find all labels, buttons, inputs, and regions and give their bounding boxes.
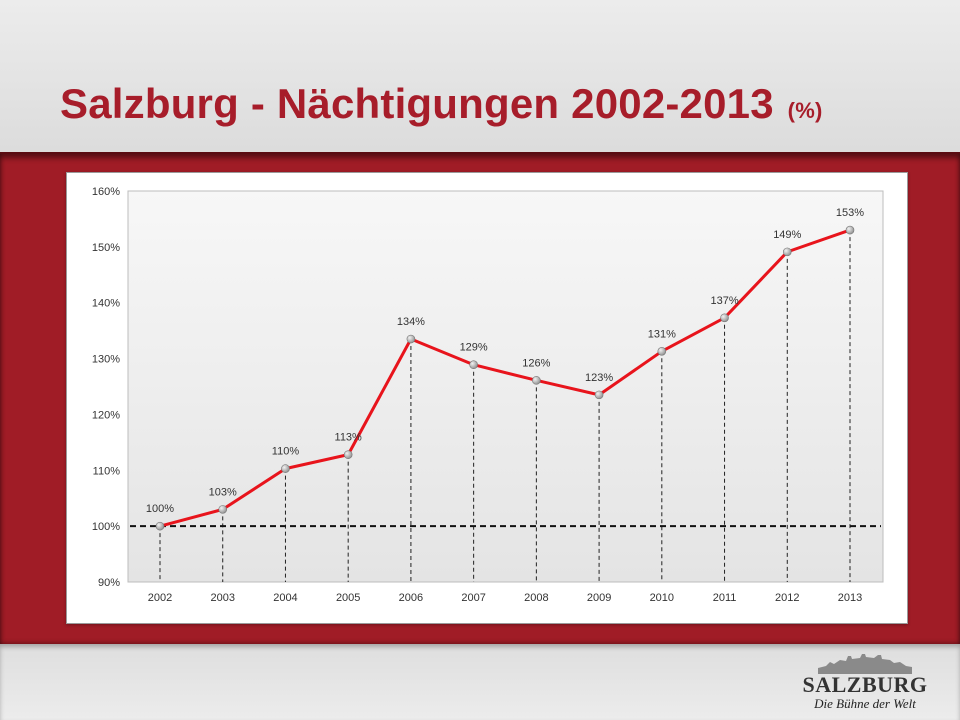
x-tick-label: 2013 (838, 592, 862, 604)
data-label: 123% (585, 372, 613, 384)
y-tick-label: 160% (92, 186, 120, 198)
x-tick-label: 2007 (461, 592, 485, 604)
data-point (594, 390, 604, 400)
data-point (532, 376, 541, 385)
page-title: Salzburg - Nächtigungen 2002-2013 (%) (60, 80, 823, 128)
salzburg-logo: SALZBURG Die Bühne der Welt (800, 650, 930, 718)
y-tick-label: 100% (92, 521, 120, 533)
data-point (782, 247, 792, 257)
data-point (343, 450, 353, 459)
x-tick-label: 2005 (336, 592, 360, 604)
x-tick-label: 2009 (587, 592, 611, 604)
data-label: 126% (522, 357, 550, 369)
data-point (155, 521, 165, 531)
y-tick-label: 130% (92, 354, 120, 366)
plot-area (127, 190, 884, 583)
logo-tagline: Die Bühne der Welt (814, 696, 916, 711)
data-point (218, 505, 228, 514)
data-label: 137% (710, 295, 738, 307)
x-axis: 2002 2003 2004 2005 2006 2007 2008 2009 2010 2011… (148, 592, 862, 604)
x-tick-label: 2006 (399, 592, 423, 604)
title-text: Salzburg - Nächtigungen 2002-2013 (60, 80, 774, 127)
data-label: 103% (209, 486, 237, 498)
logo-wordmark: SALZBURG (802, 672, 928, 697)
data-label: 100% (146, 503, 174, 515)
series-line (159, 228, 851, 528)
y-axis: 90% 100% 110% 120% 130% 140% 150% 160% (92, 186, 120, 589)
chart-panel: 90% 100% 110% 120% 130% 140% 150% 160% 2002 2003… (66, 172, 908, 624)
data-point (406, 334, 416, 344)
data-label: 131% (648, 328, 676, 340)
data-point (469, 360, 478, 370)
data-label: 129% (460, 342, 488, 354)
fortress-skyline-icon (818, 654, 912, 674)
x-tick-label: 2003 (210, 592, 234, 604)
x-tick-label: 2011 (713, 592, 737, 604)
data-label: 149% (773, 229, 801, 241)
line-chart: 90% 100% 110% 120% 130% 140% 150% 160% 2002 2003… (92, 186, 884, 604)
y-tick-label: 110% (93, 465, 121, 477)
x-tick-label: 2002 (148, 592, 172, 604)
y-tick-label: 90% (98, 577, 120, 589)
x-tick-label: 2010 (650, 592, 674, 604)
series-polyline (159, 228, 851, 528)
data-label: 110% (272, 446, 300, 458)
data-label: 134% (397, 316, 425, 328)
data-label: 113% (335, 432, 363, 444)
x-tick-label: 2008 (524, 592, 548, 604)
data-labels: 100% 103% 110% 113% 134% 129% 126% 123% 131% 137%… (146, 207, 864, 515)
data-point (845, 225, 855, 235)
title-unit: (%) (787, 98, 823, 123)
x-tick-label: 2012 (775, 592, 799, 604)
y-tick-label: 150% (92, 242, 120, 254)
y-tick-label: 140% (92, 298, 120, 310)
data-point (281, 464, 290, 473)
data-points (155, 225, 855, 531)
data-point (720, 313, 729, 323)
data-label: 153% (836, 207, 864, 219)
x-tick-label: 2004 (273, 592, 297, 604)
drop-lines (159, 230, 851, 582)
data-point (657, 347, 667, 356)
y-tick-label: 120% (92, 409, 120, 421)
header: Salzburg - Nächtigungen 2002-2013 (%) (0, 0, 960, 152)
footer (0, 644, 960, 720)
